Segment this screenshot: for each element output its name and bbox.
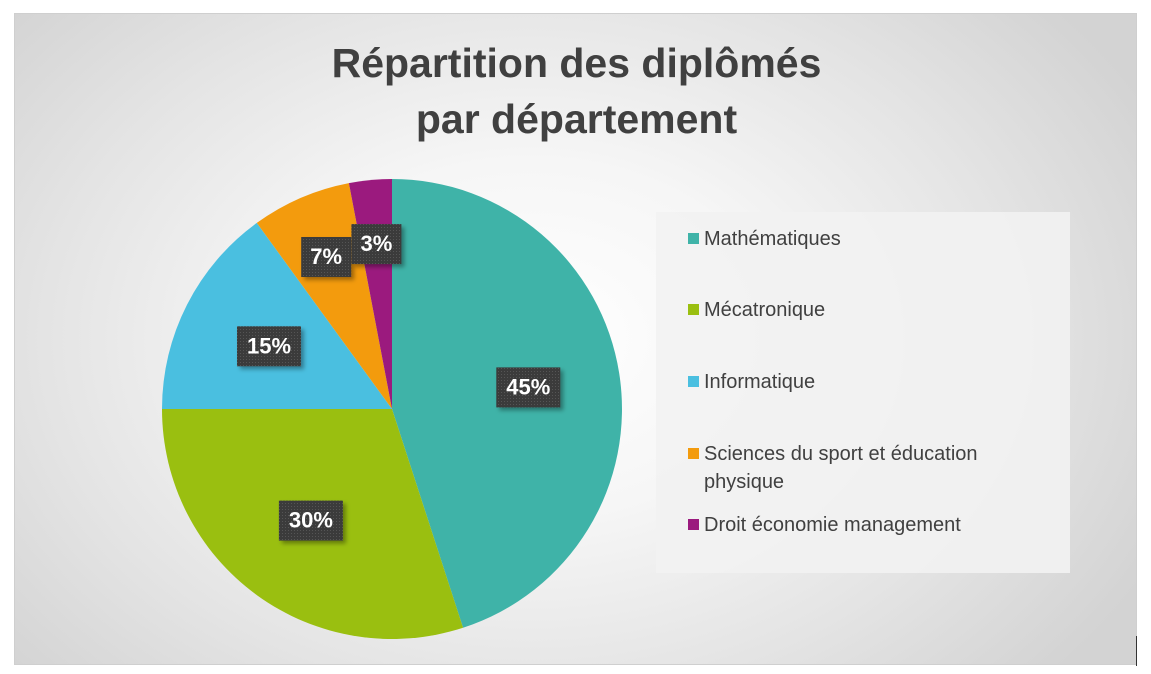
data-label-mecatronique: 30%	[278, 500, 343, 541]
legend-swatch-mathematiques	[688, 233, 699, 244]
chart-title-line-2: par département	[415, 96, 738, 142]
svg-text:15%: 15%	[247, 333, 291, 358]
legend-label-sciences-du-sport-line-2: physique	[704, 471, 785, 493]
svg-text:7%: 7%	[310, 244, 342, 269]
legend-swatch-sciences-du-sport	[688, 448, 699, 459]
legend-swatch-mecatronique	[688, 304, 699, 315]
svg-text:3%: 3%	[361, 231, 393, 256]
legend-item-mecatronique: Mécatronique	[688, 296, 1042, 324]
legend-item-informatique: Informatique	[688, 368, 1042, 396]
legend: Mathématiques Mécatronique Informatique …	[656, 212, 1070, 573]
legend-item-droit-economie-management: Droit économie management	[688, 511, 1042, 539]
legend-label-mathematiques: Mathématiques	[704, 228, 841, 250]
data-label-sciences-du-sport: 7%	[301, 237, 352, 277]
legend-swatch-droit-economie-management	[688, 519, 699, 530]
legend-label-sciences-du-sport-line-1: Sciences du sport et éducation	[704, 443, 978, 465]
legend-label-droit-economie-management: Droit économie management	[704, 514, 961, 536]
pie-chart: 45% 30% 15% 7% 3%	[162, 179, 622, 639]
data-label-mathematiques: 45%	[496, 367, 561, 408]
legend-swatch-informatique	[688, 376, 699, 387]
legend-label-mecatronique: Mécatronique	[704, 299, 826, 321]
data-label-droit-economie-management: 3%	[351, 224, 402, 265]
pie-slice-informatique	[162, 222, 392, 409]
chart-area: Répartition des diplômés par département…	[14, 13, 1137, 665]
legend-label-informatique: Informatique	[704, 371, 816, 393]
legend-item-sciences-du-sport: Sciences du sport et éducation physique	[688, 440, 1042, 496]
divider	[1136, 636, 1137, 666]
chart-title-line-1: Répartition des diplômés	[331, 40, 822, 86]
svg-text:30%: 30%	[289, 508, 333, 533]
legend-item-mathematiques: Mathématiques	[688, 225, 1042, 253]
data-label-informatique: 15%	[237, 326, 301, 367]
svg-text:45%: 45%	[506, 374, 550, 399]
